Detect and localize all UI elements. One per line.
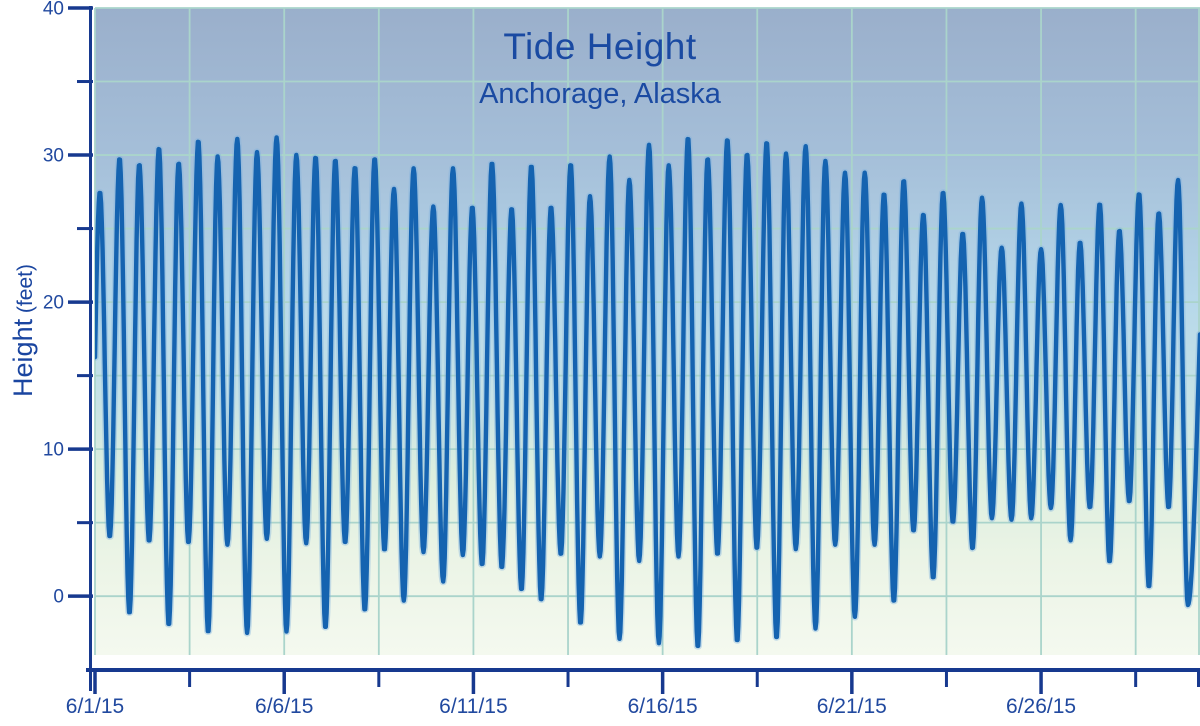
chart-subtitle: Anchorage, Alaska	[479, 78, 721, 110]
x-tick-label: 6/1/15	[66, 695, 124, 718]
y-tick-label: 10	[43, 440, 64, 461]
chart-title: Tide Height	[503, 26, 697, 67]
y-tick-label: 20	[43, 293, 64, 314]
axes	[68, 6, 1200, 694]
y-tick-label: 0	[53, 587, 64, 608]
tick-labels: 0 10 20 30 40 6/1/15 6/6/15 6/11/15 6/16/15 6/21/…	[43, 0, 1076, 718]
x-tick-label: 6/6/15	[255, 695, 313, 718]
x-tick-label: 6/16/15	[628, 695, 698, 718]
y-tick-label: 30	[43, 146, 64, 167]
tide-line	[95, 135, 1200, 649]
y-tick-label: 40	[43, 0, 64, 20]
x-tick-label: 6/11/15	[439, 695, 508, 718]
x-tick-label: 6/21/15	[817, 695, 887, 718]
x-tick-label: 6/26/15	[1006, 695, 1076, 718]
